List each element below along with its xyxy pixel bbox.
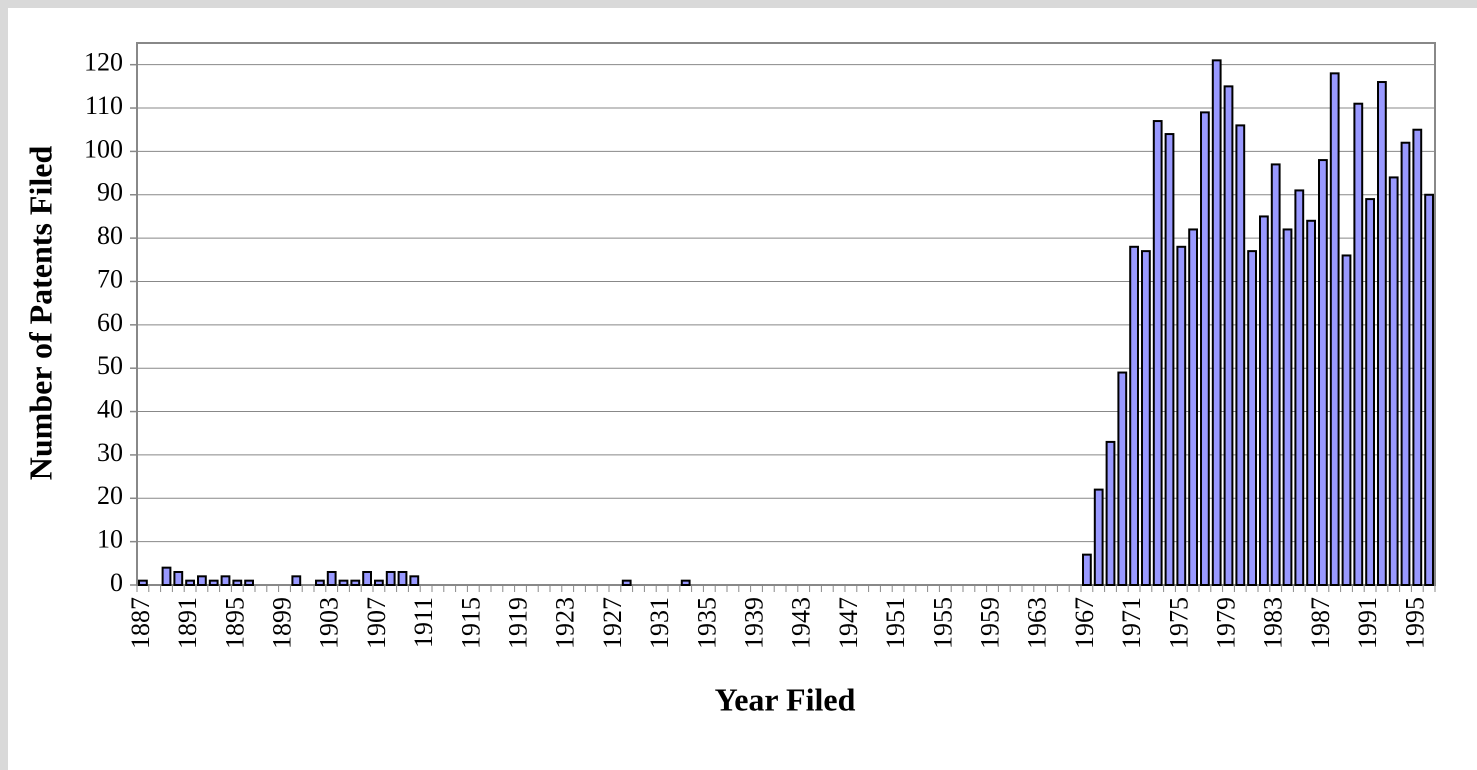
y-tick-label: 70 <box>97 264 123 293</box>
bar <box>1424 193 1434 586</box>
bar <box>315 579 325 587</box>
y-tick-label: 40 <box>97 395 123 424</box>
bar <box>1235 124 1246 586</box>
x-tick-label: 1975 <box>1164 597 1193 649</box>
x-tick-label: 1987 <box>1306 597 1335 649</box>
bar <box>409 575 420 587</box>
bar <box>138 579 148 587</box>
x-tick-label: 1935 <box>692 597 721 649</box>
bar <box>1282 228 1293 586</box>
x-tick-label: 1963 <box>1023 597 1052 649</box>
y-tick-label: 60 <box>97 308 123 337</box>
bar <box>185 579 195 587</box>
x-tick-label: 1891 <box>173 597 202 649</box>
bar <box>1306 219 1316 586</box>
bar <box>1259 215 1269 586</box>
bar <box>1341 254 1352 587</box>
x-tick-label: 1991 <box>1353 597 1382 649</box>
x-tick-label: 1887 <box>126 597 155 649</box>
bar <box>362 570 372 587</box>
x-tick-label: 1947 <box>834 597 863 649</box>
bar <box>197 575 207 587</box>
bar <box>1211 59 1222 587</box>
x-tick-label: 1931 <box>645 597 674 649</box>
bar <box>291 575 302 587</box>
y-tick-label: 100 <box>84 134 123 163</box>
bar <box>1223 85 1234 587</box>
bar <box>326 570 337 587</box>
bar <box>208 579 219 587</box>
x-tick-label: 1903 <box>315 597 344 649</box>
y-tick-label: 0 <box>110 568 123 597</box>
bar <box>397 570 408 587</box>
bar <box>374 579 384 587</box>
bar <box>385 570 396 587</box>
bar <box>244 579 254 587</box>
x-tick-label: 1927 <box>598 597 627 649</box>
bar <box>1105 440 1116 586</box>
bar <box>1188 228 1198 586</box>
x-tick-label: 1943 <box>787 597 816 649</box>
x-tick-label: 1919 <box>503 597 532 649</box>
bar <box>1329 72 1340 587</box>
x-tick-label: 1899 <box>267 597 296 649</box>
bar <box>1270 163 1281 587</box>
bar <box>1093 488 1104 586</box>
bar <box>1318 159 1328 587</box>
bar <box>1141 250 1151 587</box>
x-tick-label: 1907 <box>362 597 391 649</box>
x-axis-label: Year Filed <box>715 681 856 717</box>
bar <box>220 575 231 587</box>
bar <box>1164 133 1175 586</box>
y-tick-label: 30 <box>97 438 123 467</box>
bar <box>338 579 349 587</box>
bar <box>1129 245 1139 587</box>
x-tick-label: 1915 <box>456 597 485 649</box>
bar <box>1377 81 1387 587</box>
bar <box>1412 128 1423 586</box>
y-tick-label: 110 <box>85 91 123 120</box>
x-tick-label: 1983 <box>1259 597 1288 649</box>
bar <box>350 579 361 587</box>
y-tick-label: 50 <box>97 351 123 380</box>
bar <box>1400 141 1411 586</box>
bar <box>1365 198 1375 586</box>
bar <box>232 579 243 587</box>
bar <box>1117 371 1128 587</box>
y-tick-label: 20 <box>97 481 123 510</box>
bar <box>1200 111 1210 586</box>
y-tick-label: 10 <box>97 525 123 554</box>
y-tick-label: 90 <box>97 178 123 207</box>
x-tick-label: 1967 <box>1070 597 1099 649</box>
y-tick-label: 120 <box>84 48 123 77</box>
x-tick-label: 1939 <box>739 597 768 649</box>
y-axis-label: Number of Patents Filed <box>22 146 58 481</box>
bar <box>1152 120 1163 586</box>
bar <box>621 579 632 587</box>
x-tick-label: 1895 <box>220 597 249 649</box>
bar <box>1176 245 1187 587</box>
x-tick-label: 1959 <box>975 597 1004 649</box>
bar <box>1388 176 1399 587</box>
bar <box>1082 553 1092 587</box>
bar <box>1247 250 1257 587</box>
x-tick-label: 1911 <box>409 597 438 648</box>
x-tick-label: 1955 <box>928 597 957 649</box>
bar <box>680 579 691 587</box>
y-tick-label: 80 <box>97 221 123 250</box>
x-tick-label: 1923 <box>551 597 580 649</box>
x-tick-label: 1995 <box>1400 597 1429 649</box>
bar <box>161 566 172 587</box>
bar <box>1294 189 1305 586</box>
x-tick-label: 1951 <box>881 597 910 649</box>
bar <box>173 570 184 587</box>
x-tick-label: 1971 <box>1117 597 1146 649</box>
x-tick-label: 1979 <box>1211 597 1240 649</box>
bar <box>1353 102 1364 586</box>
